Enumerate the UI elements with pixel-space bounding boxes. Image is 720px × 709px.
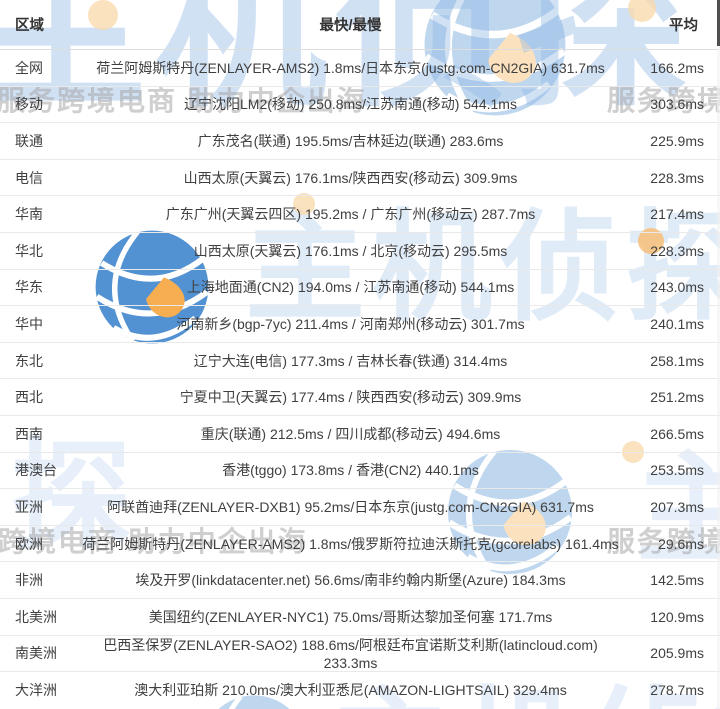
table-row: 电信 山西太原(天翼云) 176.1ms/陕西西安(移动云) 309.9ms 2… xyxy=(0,160,720,197)
region-cell: 联通 xyxy=(15,132,43,149)
table-row: 华北 山西太原(天翼云) 176.1ms / 北京(移动云) 295.5ms 2… xyxy=(0,233,720,270)
header-region: 区域 xyxy=(15,18,44,34)
fastest-slowest-cell: 山西太原(天翼云) 176.1ms / 北京(移动云) 295.5ms xyxy=(193,242,508,259)
scrollbar-track[interactable] xyxy=(717,0,720,709)
table-header-row: 区域 最快/最慢 平均 xyxy=(0,0,720,50)
region-cell: 全网 xyxy=(15,59,43,76)
region-cell: 西北 xyxy=(15,389,43,406)
table-row: 西南 重庆(联通) 212.5ms / 四川成都(移动云) 494.6ms 26… xyxy=(0,416,720,453)
region-cell: 非洲 xyxy=(15,572,43,589)
table-row: 华南 广东广州(天翼云四区) 195.2ms / 广东广州(移动云) 287.7… xyxy=(0,196,720,233)
region-cell: 北美洲 xyxy=(15,608,57,625)
region-cell: 欧洲 xyxy=(15,535,43,552)
average-cell: 251.2ms xyxy=(650,389,704,406)
table-body: 全网 荷兰阿姆斯特丹(ZENLAYER-AMS2) 1.8ms/日本东京(jus… xyxy=(0,50,720,709)
region-cell: 港澳台 xyxy=(15,462,57,479)
table-row: 非洲 埃及开罗(linkdatacenter.net) 56.6ms/南非约翰内… xyxy=(0,562,720,599)
fastest-slowest-cell: 河南新乡(bgp-7yc) 211.4ms / 河南郑州(移动云) 301.7m… xyxy=(176,315,525,332)
table-row: 南美洲 巴西圣保罗(ZENLAYER-SAO2) 188.6ms/阿根廷布宜诺斯… xyxy=(0,636,720,673)
average-cell: 217.4ms xyxy=(650,206,704,223)
table-row: 移动 辽宁沈阳LM2(移动) 250.8ms/江苏南通(移动) 544.1ms … xyxy=(0,87,720,124)
fastest-slowest-cell: 荷兰阿姆斯特丹(ZENLAYER-AMS2) 1.8ms/俄罗斯符拉迪沃斯托克(… xyxy=(82,535,619,552)
fastest-slowest-cell: 荷兰阿姆斯特丹(ZENLAYER-AMS2) 1.8ms/日本东京(justg.… xyxy=(96,59,605,76)
region-cell: 华北 xyxy=(15,242,43,259)
average-cell: 228.3ms xyxy=(650,169,704,186)
header-fastest-slowest: 最快/最慢 xyxy=(319,18,382,34)
fastest-slowest-cell: 香港(tggo) 173.8ms / 香港(CN2) 440.1ms xyxy=(222,462,479,479)
table-row: 北美洲 美国纽约(ZENLAYER-NYC1) 75.0ms/哥斯达黎加圣何塞 … xyxy=(0,599,720,636)
average-cell: 253.5ms xyxy=(650,462,704,479)
fastest-slowest-cell: 埃及开罗(linkdatacenter.net) 56.6ms/南非约翰内斯堡(… xyxy=(135,572,566,589)
table-row: 港澳台 香港(tggo) 173.8ms / 香港(CN2) 440.1ms 2… xyxy=(0,453,720,490)
average-cell: 243.0ms xyxy=(650,279,704,296)
region-cell: 南美洲 xyxy=(15,645,57,662)
table-row: 亚洲 阿联酋迪拜(ZENLAYER-DXB1) 95.2ms/日本东京(just… xyxy=(0,489,720,526)
fastest-slowest-cell: 宁夏中卫(天翼云) 177.4ms / 陕西西安(移动云) 309.9ms xyxy=(179,389,522,406)
fastest-slowest-cell: 澳大利亚珀斯 210.0ms/澳大利亚悉尼(AMAZON-LIGHTSAIL) … xyxy=(134,682,567,699)
average-cell: 278.7ms xyxy=(650,682,704,699)
table-row: 华东 上海地面通(CN2) 194.0ms / 江苏南通(移动) 544.1ms… xyxy=(0,270,720,307)
average-cell: 166.2ms xyxy=(650,59,704,76)
average-cell: 228.3ms xyxy=(650,242,704,259)
fastest-slowest-cell: 美国纽约(ZENLAYER-NYC1) 75.0ms/哥斯达黎加圣何塞 171.… xyxy=(148,608,553,625)
fastest-slowest-cell: 阿联酋迪拜(ZENLAYER-DXB1) 95.2ms/日本东京(justg.c… xyxy=(107,498,594,515)
table-row: 大洋洲 澳大利亚珀斯 210.0ms/澳大利亚悉尼(AMAZON-LIGHTSA… xyxy=(0,672,720,709)
average-cell: 207.3ms xyxy=(650,498,704,515)
fastest-slowest-cell: 辽宁大连(电信) 177.3ms / 吉林长春(铁通) 314.4ms xyxy=(193,352,508,369)
fastest-slowest-cell: 广东广州(天翼云四区) 195.2ms / 广东广州(移动云) 287.7ms xyxy=(165,206,536,223)
fastest-slowest-cell: 重庆(联通) 212.5ms / 四川成都(移动云) 494.6ms xyxy=(200,425,501,442)
average-cell: 266.5ms xyxy=(650,425,704,442)
region-cell: 华东 xyxy=(15,279,43,296)
region-cell: 移动 xyxy=(15,96,43,113)
average-cell: 303.6ms xyxy=(650,96,704,113)
fastest-slowest-cell: 广东茂名(联通) 195.5ms/吉林延边(联通) 283.6ms xyxy=(197,132,504,149)
fastest-slowest-cell: 巴西圣保罗(ZENLAYER-SAO2) 188.6ms/阿根廷布宜诺斯艾利斯(… xyxy=(103,637,598,672)
average-cell: 258.1ms xyxy=(650,352,704,369)
average-cell: 225.9ms xyxy=(650,132,704,149)
region-cell: 亚洲 xyxy=(15,498,43,515)
table-row: 东北 辽宁大连(电信) 177.3ms / 吉林长春(铁通) 314.4ms 2… xyxy=(0,343,720,380)
table-row: 欧洲 荷兰阿姆斯特丹(ZENLAYER-AMS2) 1.8ms/俄罗斯符拉迪沃斯… xyxy=(0,526,720,563)
average-cell: 29.6ms xyxy=(658,535,704,552)
table-row: 全网 荷兰阿姆斯特丹(ZENLAYER-AMS2) 1.8ms/日本东京(jus… xyxy=(0,50,720,87)
table-row: 联通 广东茂名(联通) 195.5ms/吉林延边(联通) 283.6ms 225… xyxy=(0,123,720,160)
average-cell: 120.9ms xyxy=(650,608,704,625)
table-row: 华中 河南新乡(bgp-7yc) 211.4ms / 河南郑州(移动云) 301… xyxy=(0,306,720,343)
region-cell: 电信 xyxy=(15,169,43,186)
region-cell: 华中 xyxy=(15,315,43,332)
average-cell: 240.1ms xyxy=(650,315,704,332)
region-cell: 东北 xyxy=(15,352,43,369)
fastest-slowest-cell: 上海地面通(CN2) 194.0ms / 江苏南通(移动) 544.1ms xyxy=(186,279,515,296)
region-cell: 大洋洲 xyxy=(15,682,57,699)
fastest-slowest-cell: 辽宁沈阳LM2(移动) 250.8ms/江苏南通(移动) 544.1ms xyxy=(184,96,517,113)
scrollbar-thumb[interactable] xyxy=(717,0,720,46)
fastest-slowest-cell: 山西太原(天翼云) 176.1ms/陕西西安(移动云) 309.9ms xyxy=(183,169,518,186)
header-average: 平均 xyxy=(669,18,698,34)
average-cell: 142.5ms xyxy=(650,572,704,589)
region-cell: 西南 xyxy=(15,425,43,442)
average-cell: 205.9ms xyxy=(650,645,704,662)
region-cell: 华南 xyxy=(15,206,43,223)
table-row: 西北 宁夏中卫(天翼云) 177.4ms / 陕西西安(移动云) 309.9ms… xyxy=(0,379,720,416)
